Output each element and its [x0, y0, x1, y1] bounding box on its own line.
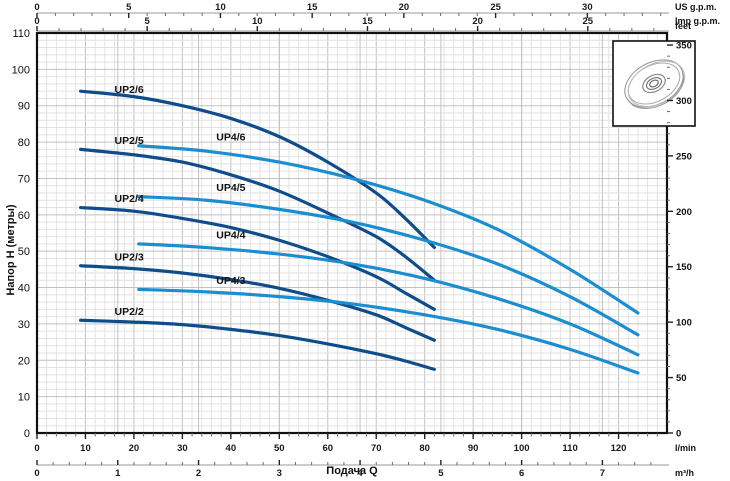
- right-axis-tick-label: 100: [676, 318, 692, 329]
- curve-up2-4: [79, 205, 436, 311]
- curve-label-up2-3: UP2/3: [115, 251, 144, 263]
- top-axis-secondary-tick-label: 0: [34, 16, 39, 27]
- impeller-ring: [645, 76, 663, 91]
- x-axis-tick-label: 100: [514, 443, 530, 454]
- y-axis-tick-label: 90: [18, 101, 30, 113]
- x-axis-tick-label: 80: [419, 443, 430, 454]
- x-axis-tick-label: 120: [611, 443, 627, 454]
- x-axis-title: Подача Q: [326, 465, 378, 477]
- x-axis-secondary-tick-label: 2: [196, 468, 201, 479]
- x-axis-tick-label: 70: [371, 443, 382, 454]
- curve-up4-5: [137, 195, 640, 337]
- curve-label-up2-5: UP2/5: [115, 135, 144, 147]
- top-axis-primary-tick-label: 30: [582, 2, 593, 13]
- x-axis-secondary-tick-label: 1: [115, 468, 121, 479]
- curve-up2-6: [79, 89, 436, 250]
- impeller-ring: [642, 73, 666, 94]
- x-axis-tick-label: 20: [129, 443, 140, 454]
- top-axis-primary-tick-label: 5: [126, 2, 132, 13]
- y-axis-tick-label: 30: [18, 319, 30, 331]
- x-axis-secondary-tick-label: 0: [34, 468, 39, 479]
- x-axis-tick-label: 110: [562, 443, 577, 454]
- top-axis-primary-tick-label: 10: [215, 2, 226, 13]
- top-axis-secondary-tick-label: 10: [252, 16, 263, 27]
- top-axis-secondary-tick-label: 15: [362, 16, 373, 27]
- top-axis-primary-unit-label: US g.p.m.: [675, 2, 717, 12]
- y-axis-tick-label: 20: [18, 355, 30, 367]
- right-axis-tick-label: 0: [676, 429, 681, 440]
- x-axis-tick-label: 10: [80, 443, 91, 454]
- y-axis-tick-label: 50: [18, 246, 30, 258]
- curve-up2-3: [79, 264, 436, 342]
- curve-label-up4-3: UP4/3: [216, 275, 245, 287]
- x-axis-tick-label: 90: [468, 443, 479, 454]
- x-axis-secondary-tick-label: 5: [438, 468, 444, 479]
- curve-label-up2-4: UP2/4: [115, 193, 144, 205]
- y-axis-tick-label: 60: [18, 210, 30, 222]
- y-axis-tick-label: 40: [18, 283, 30, 295]
- top-axis-secondary-tick-label: 5: [145, 16, 151, 27]
- y-axis-tick-label: 80: [18, 137, 30, 149]
- top-axis-secondary-tick-label: 25: [582, 16, 593, 27]
- curve-up2-2: [79, 318, 436, 371]
- x-axis-secondary-unit-label: m³/h: [675, 468, 694, 478]
- pump-impeller-icon: [624, 59, 686, 110]
- top-axis-primary-tick-label: 20: [399, 2, 410, 13]
- x-axis-tick-label: 40: [226, 443, 237, 454]
- impeller-ring: [627, 60, 686, 107]
- top-axis-secondary-tick-label: 20: [472, 16, 483, 27]
- x-axis-secondary-tick-label: 3: [277, 468, 282, 479]
- right-axis-unit-label: feet: [675, 21, 691, 31]
- curve-up4-3: [137, 287, 640, 375]
- y-axis-title: Напор H (метры): [5, 204, 17, 295]
- right-axis-tick-label: 50: [676, 373, 687, 384]
- curve-label-up4-4: UP4/4: [216, 229, 245, 241]
- x-axis-secondary-tick-label: 7: [600, 468, 605, 479]
- top-axis-primary-tick-label: 15: [307, 2, 318, 13]
- x-axis-tick-label: 30: [177, 443, 188, 454]
- right-axis-tick-label: 200: [676, 207, 692, 218]
- curve-up2-5: [79, 147, 436, 282]
- y-axis-tick-label: 70: [18, 173, 30, 185]
- y-axis-tick-label: 10: [18, 392, 30, 404]
- right-axis-tick-label: 350: [676, 41, 692, 52]
- x-axis-tick-label: 0: [34, 443, 39, 454]
- y-axis-tick-label: 110: [12, 28, 30, 40]
- right-axis-tick-label: 300: [676, 96, 692, 107]
- x-axis-tick-label: 50: [274, 443, 285, 454]
- x-axis-unit-label: l/min: [675, 443, 696, 453]
- right-axis-tick-label: 150: [676, 262, 692, 273]
- y-axis-tick-label: 100: [12, 64, 30, 76]
- curve-up4-6: [137, 144, 640, 315]
- curve-up4-4: [137, 242, 640, 357]
- curve-label-up4-5: UP4/5: [216, 182, 245, 194]
- top-axis-primary-tick-label: 25: [490, 2, 501, 13]
- top-axis-secondary-unit-label: Imp g.p.m.: [675, 16, 720, 26]
- y-axis-tick-label: 0: [24, 428, 30, 440]
- x-axis-secondary-tick-label: 4: [357, 468, 363, 479]
- curve-label-up2-6: UP2/6: [115, 84, 144, 96]
- impeller-ring: [649, 79, 659, 88]
- right-axis-tick-label: 250: [676, 151, 692, 162]
- curve-label-up2-2: UP2/2: [115, 306, 144, 318]
- x-axis-secondary-tick-label: 6: [519, 468, 524, 479]
- x-axis-tick-label: 60: [322, 443, 333, 454]
- impeller-body-edge: [628, 72, 685, 110]
- curve-label-up4-6: UP4/6: [216, 131, 245, 143]
- top-axis-primary-tick-label: 0: [34, 2, 39, 13]
